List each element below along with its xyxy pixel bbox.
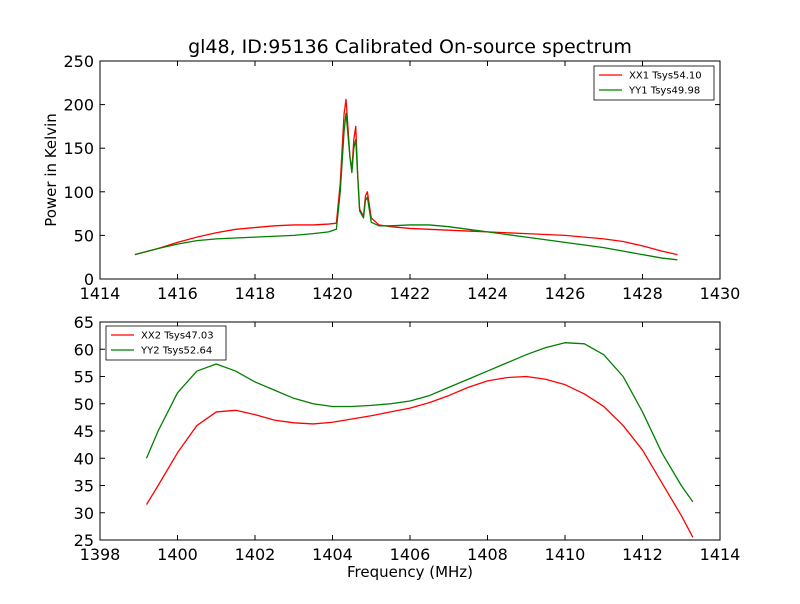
- plot2-x-axis-label: Frequency (MHz): [347, 563, 473, 581]
- plot2-legend-label-2: YY2 Tsys52.64: [140, 346, 212, 357]
- plot1-x-tick-label: 1424: [467, 284, 508, 303]
- plot1-legend-box: [593, 65, 715, 101]
- plot1-y-tick-label: 50: [74, 226, 94, 245]
- plot1-y-tick-label: 150: [63, 139, 94, 158]
- plot1-y-axis-label: Power in Kelvin: [42, 113, 60, 227]
- plot1-series-line-2: [134, 112, 678, 261]
- plot2-legend: XX2 Tsys47.03 YY2 Tsys52.64: [105, 325, 227, 361]
- plot1-y-tick-label: 200: [63, 96, 94, 115]
- plot2-legend-box: [105, 325, 227, 361]
- plot1-series-line-1: [134, 98, 678, 256]
- plot2-x-tick-label: 1412: [622, 545, 663, 564]
- plot2-x-tick-label: 1414: [700, 545, 741, 564]
- plot1-legend-label-1: XX1 Tsys54.10: [629, 71, 702, 82]
- plot1-legend: XX1 Tsys54.10 YY1 Tsys49.98: [593, 65, 715, 101]
- plot2-y-tick-label: 65: [74, 313, 94, 332]
- plot1-x-tick-label: 1414: [80, 284, 121, 303]
- plot2-x-tick-label: 1398: [80, 545, 121, 564]
- plot2-y-tick-label: 25: [74, 531, 94, 550]
- plot1-x-tick-label: 1418: [235, 284, 276, 303]
- plot1: 1414 1416 1418 1420 1422 1424 1426 1428 1430 0 50 1…: [42, 52, 740, 303]
- plot1-y-tick-label: 250: [63, 52, 94, 71]
- plot1-legend-label-2: YY1 Tsys49.98: [628, 86, 700, 97]
- plot2-y-tick-label: 40: [74, 449, 94, 468]
- plot2-y-tick-label: 35: [74, 477, 94, 496]
- plot2-y-tick-label: 30: [74, 504, 94, 523]
- plot1-y-tick-label: 0: [84, 270, 94, 289]
- chart-title: gl48, ID:95136 Calibrated On-source spec…: [188, 36, 632, 58]
- plot1-x-tick-label: 1428: [622, 284, 663, 303]
- plot1-x-tick-label: 1416: [157, 284, 198, 303]
- plot2-y-tick-label: 50: [74, 395, 94, 414]
- plot2-x-tick-label: 1404: [312, 545, 353, 564]
- plot2-series-line-2: [145, 342, 694, 503]
- plot2: 1398 1400 1402 1404 1406 1408 1410 1412 1414 25 30…: [74, 313, 741, 581]
- plot1-x-tick-label: 1420: [312, 284, 353, 303]
- plot2-series-line-1: [145, 375, 694, 538]
- plot2-y-tick-label: 45: [74, 422, 94, 441]
- plot1-x-tick-label: 1426: [545, 284, 586, 303]
- plot1-x-tick-label: 1430: [700, 284, 741, 303]
- plot2-x-tick-label: 1406: [390, 545, 431, 564]
- plot2-x-tick-label: 1410: [545, 545, 586, 564]
- plot2-x-tick-label: 1402: [235, 545, 276, 564]
- plot2-x-tick-label: 1408: [467, 545, 508, 564]
- plot2-y-tick-label: 60: [74, 340, 94, 359]
- plot1-y-tick-label: 100: [63, 183, 94, 202]
- plot2-x-tick-label: 1400: [157, 545, 198, 564]
- plot2-legend-label-1: XX2 Tsys47.03: [141, 331, 214, 342]
- plot2-y-tick-label: 55: [74, 368, 94, 387]
- plot1-x-tick-label: 1422: [390, 284, 431, 303]
